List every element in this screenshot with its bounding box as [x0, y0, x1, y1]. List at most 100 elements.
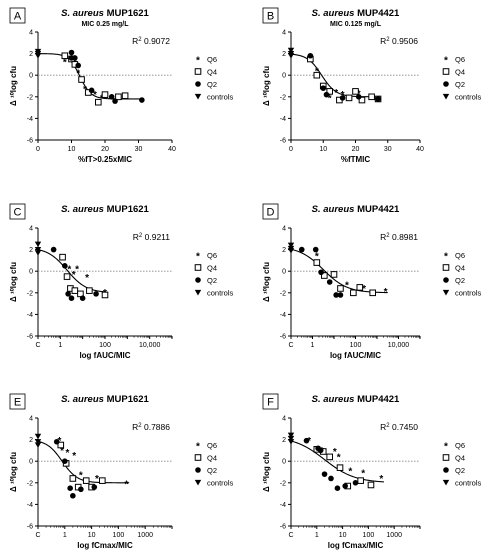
- legend-marker-q4: [194, 264, 202, 271]
- data-point-controls: [34, 439, 42, 445]
- panel-title: S. aureus MUP4421: [312, 204, 400, 215]
- data-point-controls: [287, 432, 295, 439]
- panel-title: S. aureus MUP1621: [61, 204, 149, 215]
- y-tick-label: -4: [27, 312, 33, 319]
- data-point-q2: [323, 91, 330, 98]
- y-tick-label: 0: [29, 459, 33, 466]
- fit-curve: [290, 53, 379, 98]
- legend-label-q6: Q6: [207, 441, 217, 450]
- y-tick-label: 0: [282, 459, 286, 466]
- x-tick-label: 30: [384, 146, 392, 153]
- title-strain: MUP4421: [354, 394, 400, 405]
- data-point-q6: *: [72, 270, 76, 281]
- data-point-controls: [34, 247, 42, 253]
- x-tick-label: 10,000: [388, 342, 410, 349]
- legend-marker-q2: [195, 467, 201, 473]
- data-point-q6: *: [75, 264, 79, 275]
- data-point-q4: [357, 477, 364, 484]
- y-tick-label: 0: [29, 269, 33, 276]
- title-strain: MUP4421: [354, 204, 400, 215]
- x-tick-label: 30: [135, 146, 143, 153]
- x-tick-label: 0: [289, 146, 293, 153]
- data-point-q4: [86, 287, 93, 294]
- y-tick-label: 0: [282, 73, 286, 80]
- data-point-q4: [336, 464, 344, 471]
- legend-marker-q6: *: [444, 56, 448, 67]
- data-point-controls: [287, 53, 295, 59]
- y-tick-label: -4: [27, 116, 33, 123]
- data-point-q2: [53, 438, 60, 445]
- data-point-q2: [328, 475, 334, 482]
- y-axis-label: Δ ¹⁰log cfu: [9, 452, 18, 492]
- data-point-q4: [82, 477, 90, 484]
- legend-marker-q4: [194, 454, 202, 461]
- r-squared-exp: 2: [138, 423, 142, 429]
- data-point-q6: *: [95, 474, 99, 485]
- data-point-q2: [68, 49, 75, 56]
- data-point-q2: [298, 246, 305, 253]
- panel-letter: C: [14, 207, 22, 219]
- x-tick-label: 1000: [386, 532, 402, 539]
- y-tick-label: -4: [280, 116, 286, 123]
- data-point-q4: [71, 287, 79, 294]
- data-point-q4: [356, 284, 364, 291]
- x-tick-label: 1: [63, 532, 67, 539]
- data-point-q2: [70, 492, 76, 499]
- x-tick-label: 10: [68, 146, 76, 153]
- y-tick-label: -4: [280, 312, 286, 319]
- data-point-q4: [330, 271, 338, 278]
- x-tick-label: 40: [168, 146, 176, 153]
- r-squared-exp: 2: [138, 37, 142, 43]
- r-squared-label: R2 0.7450: [380, 422, 418, 432]
- title-species: S. aureus: [61, 8, 104, 19]
- data-point-q6: *: [333, 447, 337, 458]
- data-point-q6: *: [345, 281, 349, 292]
- legend-label-q2: Q2: [455, 466, 465, 475]
- y-tick-label: -6: [27, 138, 33, 145]
- data-point-q4: [358, 96, 366, 104]
- data-point-q6: *: [100, 93, 104, 104]
- x-axis-label: %fTMIC: [341, 155, 371, 164]
- panel-subtitle: MIC 0.125 mg/L: [330, 21, 382, 28]
- y-axis-label: Δ ¹⁰log cfu: [262, 452, 271, 492]
- legend-marker-q2: [443, 467, 449, 473]
- legend-label-q4: Q4: [455, 264, 465, 273]
- data-point-q2: [375, 96, 381, 102]
- data-point-q4: [350, 289, 357, 297]
- data-point-q6: *: [361, 469, 365, 480]
- data-point-q6: *: [362, 284, 366, 295]
- x-tick-label: 1000: [137, 532, 153, 539]
- x-tick-label: 10: [319, 146, 327, 153]
- data-point-q4: [368, 93, 375, 101]
- r-squared-value: 0.8981: [390, 232, 419, 242]
- x-tick-label: C: [288, 532, 293, 539]
- data-point-q4: [59, 253, 66, 261]
- legend-label-q4: Q4: [207, 264, 217, 273]
- legend-marker-q6: *: [196, 56, 200, 67]
- data-point-q2: [337, 292, 344, 298]
- r-squared-exp: 2: [386, 423, 390, 429]
- data-point-q2: [334, 485, 341, 492]
- y-tick-label: 0: [29, 73, 33, 80]
- panel-title: S. aureus MUP1621: [61, 8, 149, 19]
- x-tick-label: 1: [315, 532, 319, 539]
- data-point-controls: [287, 439, 295, 445]
- data-point-q4: [321, 272, 328, 279]
- panel-letter-box: [9, 203, 26, 220]
- x-tick-label: 10: [339, 532, 347, 539]
- data-point-controls: [34, 241, 42, 248]
- data-point-q4: [101, 91, 109, 98]
- legend-label-q2: Q2: [455, 80, 465, 89]
- r-squared-label: R2 0.9211: [133, 232, 170, 242]
- title-species: S. aureus: [312, 8, 355, 19]
- legend-label-q4: Q4: [207, 68, 217, 77]
- data-point-q2: [68, 295, 75, 302]
- data-point-q2: [320, 85, 327, 91]
- data-point-q6: *: [348, 466, 352, 477]
- data-point-q6: *: [85, 273, 89, 284]
- panel-letter-box: [262, 203, 279, 220]
- legend-label-q6: Q6: [455, 55, 465, 64]
- data-point-q2: [78, 486, 84, 493]
